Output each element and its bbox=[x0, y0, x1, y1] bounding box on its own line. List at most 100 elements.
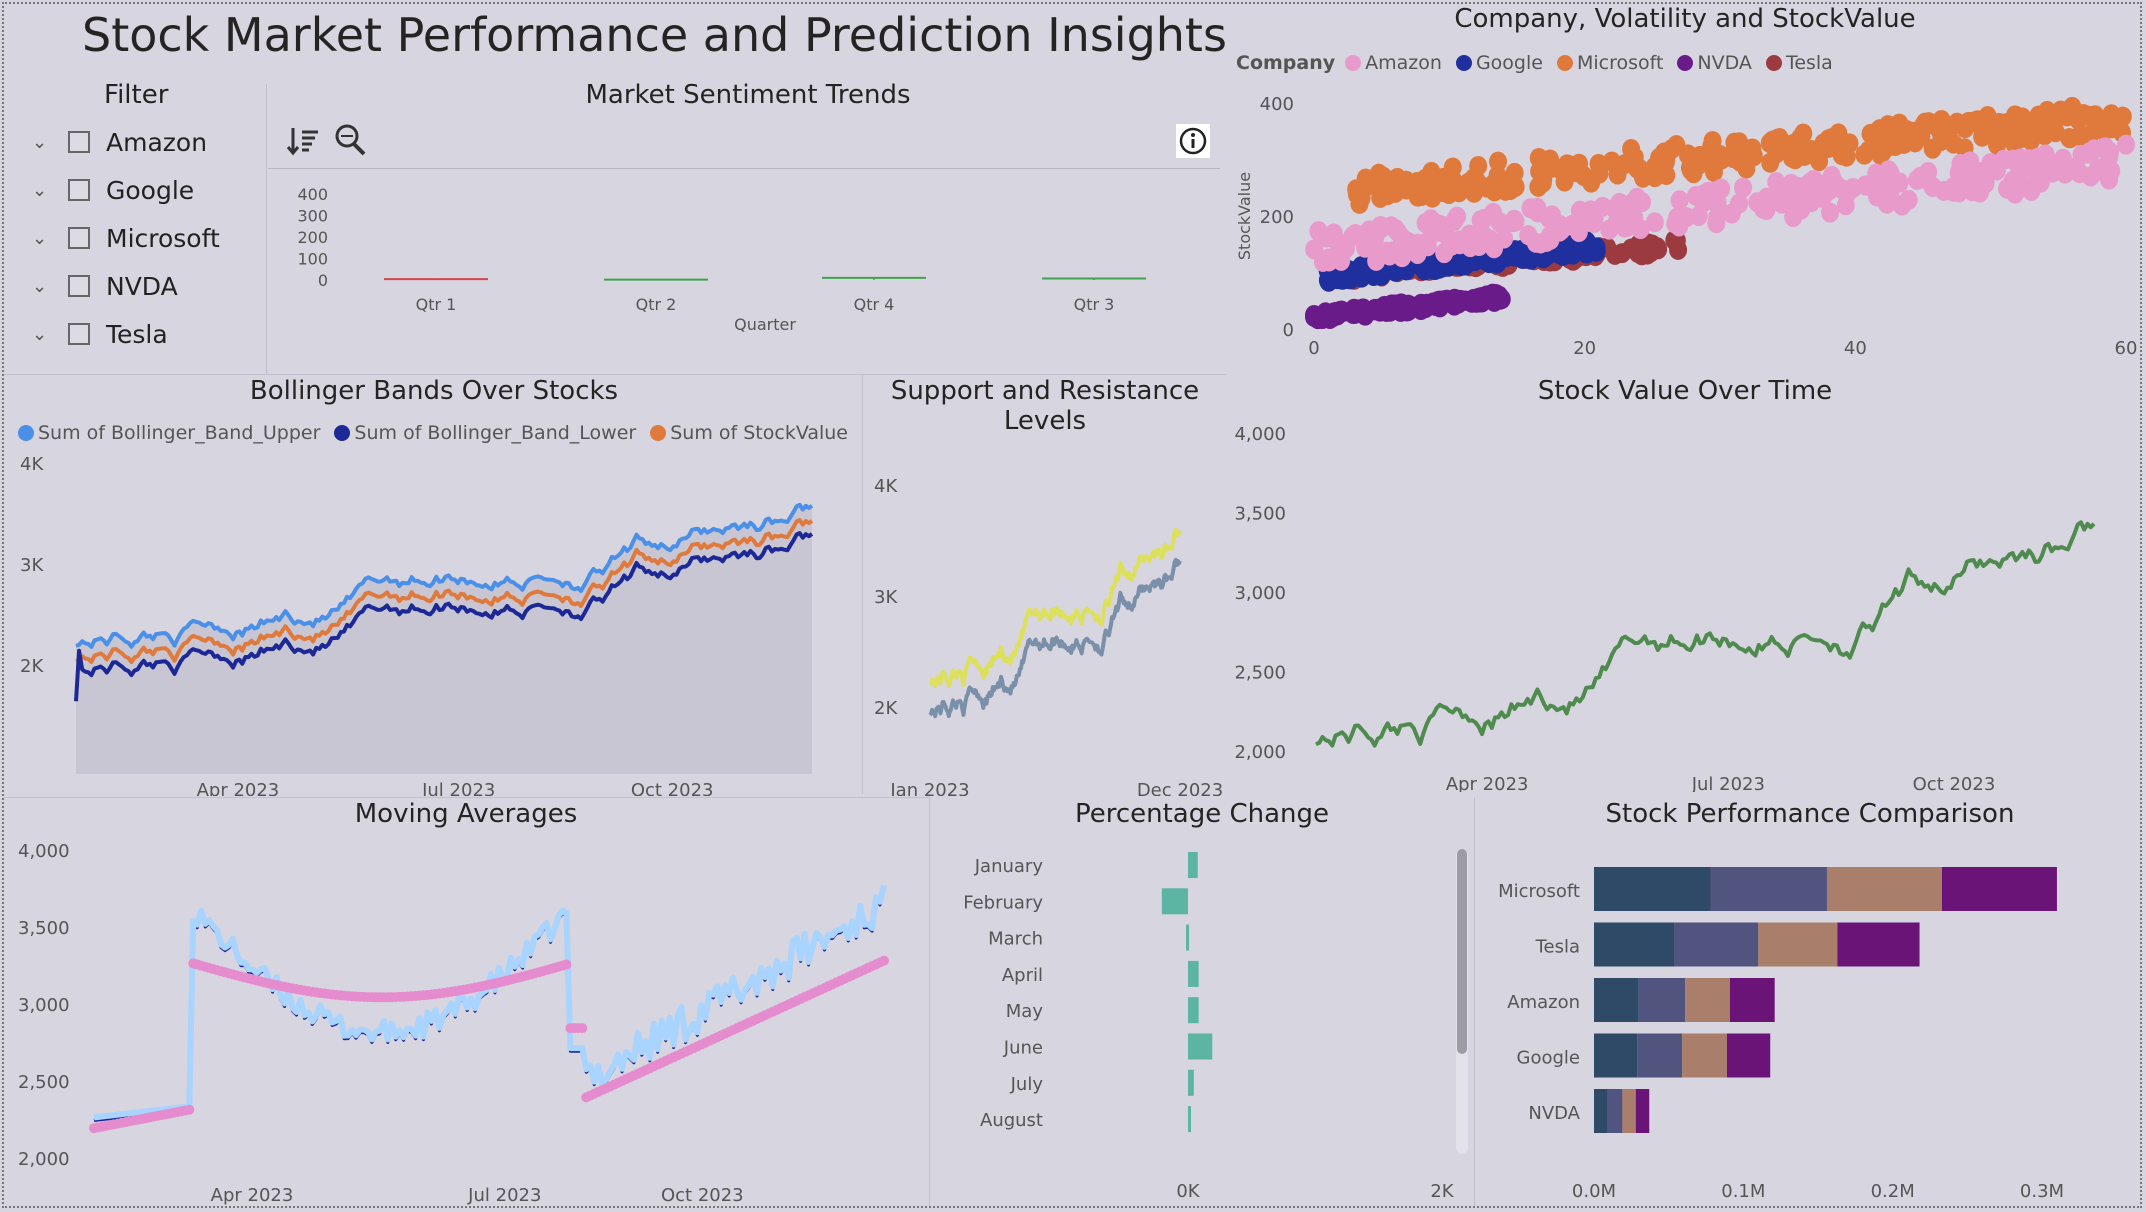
chevron-down-icon[interactable]: ⌄ bbox=[32, 131, 48, 153]
legend-item[interactable]: Sum of Bollinger_Band_Lower bbox=[334, 422, 636, 444]
scatter-point-microsoft bbox=[1742, 139, 1761, 160]
info-icon[interactable] bbox=[1176, 124, 1210, 158]
scatter-point-amazon bbox=[1911, 166, 1930, 187]
scatter-point-amazon bbox=[1782, 173, 1801, 194]
legend-item[interactable]: Microsoft bbox=[1556, 52, 1664, 74]
sort-descending-icon[interactable] bbox=[286, 124, 320, 162]
filter-item-microsoft[interactable]: ⌄ Microsoft bbox=[32, 218, 220, 258]
filter-item-nvda[interactable]: ⌄ NVDA bbox=[32, 266, 178, 306]
y-tick-label: 3,000 bbox=[1234, 583, 1286, 604]
checkbox[interactable] bbox=[68, 275, 90, 297]
scatter-point-amazon bbox=[1786, 190, 1805, 211]
checkbox[interactable] bbox=[68, 131, 90, 153]
pct-bar bbox=[1188, 1069, 1194, 1096]
legend-dot bbox=[1455, 55, 1472, 71]
scatter-point-google bbox=[1534, 248, 1553, 269]
zoom-icon[interactable] bbox=[332, 122, 368, 162]
scatter-point-microsoft bbox=[2021, 130, 2040, 151]
category-label: Amazon bbox=[1507, 992, 1580, 1013]
volatility-title: Company, Volatility and StockValue bbox=[1454, 4, 1916, 34]
x-tick-label: Oct 2023 bbox=[1913, 774, 1996, 792]
legend-item[interactable]: Sum of Bollinger_Band_Upper bbox=[18, 422, 320, 444]
comparison-bar-segment bbox=[1594, 922, 1675, 967]
legend-item[interactable]: Sum of StockValue bbox=[650, 422, 848, 444]
sentiment-title: Market Sentiment Trends bbox=[585, 80, 911, 110]
scatter-point-amazon bbox=[1899, 189, 1918, 210]
scatter-point-amazon bbox=[2081, 166, 2100, 187]
scatter-point-microsoft bbox=[1710, 144, 1729, 165]
y-tick-label: 3,500 bbox=[1234, 504, 1286, 525]
scatter-point-amazon bbox=[2036, 160, 2055, 181]
comparison-bar-segment bbox=[1594, 1089, 1608, 1133]
scatter-point-microsoft bbox=[1667, 135, 1686, 156]
y-tick-label: 4K bbox=[874, 476, 898, 497]
legend-item[interactable]: NVDA bbox=[1677, 52, 1752, 74]
scatter-point-amazon bbox=[1627, 187, 1646, 208]
scatter-point-google bbox=[1352, 267, 1371, 288]
scatter-point-microsoft bbox=[2074, 104, 2093, 125]
moving-avg-panel: Moving Averages 4,000 3,500 3,000 2,500 2,00… bbox=[4, 799, 928, 1206]
x-tick-label: Oct 2023 bbox=[631, 780, 714, 796]
checkbox[interactable] bbox=[68, 323, 90, 345]
legend-label: Sum of Bollinger_Band_Lower bbox=[354, 422, 637, 444]
scatter-point-amazon bbox=[1450, 230, 1469, 251]
scatter-point-amazon bbox=[1422, 223, 1441, 244]
comparison-bar-segment bbox=[1682, 1033, 1727, 1078]
checkbox[interactable] bbox=[68, 179, 90, 201]
scatter-point-microsoft bbox=[1689, 154, 1708, 175]
scatter-point-amazon bbox=[2095, 162, 2114, 183]
y-tick-label: 2,500 bbox=[1234, 663, 1286, 684]
legend-item[interactable]: Amazon bbox=[1345, 52, 1442, 74]
scatter-point-amazon bbox=[1332, 233, 1351, 254]
chevron-down-icon[interactable]: ⌄ bbox=[32, 323, 48, 345]
x-tick-label: 0K bbox=[1176, 1181, 1200, 1202]
chevron-down-icon[interactable]: ⌄ bbox=[32, 275, 48, 297]
filter-item-google[interactable]: ⌄ Google bbox=[32, 170, 194, 210]
scrollbar-thumb[interactable] bbox=[1457, 849, 1467, 1054]
filter-item-label: Google bbox=[106, 175, 195, 205]
checkbox[interactable] bbox=[68, 227, 90, 249]
y-tick-label: 3K bbox=[20, 555, 44, 576]
category-label: Google bbox=[1517, 1048, 1580, 1069]
category-label: Microsoft bbox=[1498, 881, 1580, 902]
support-panel: Support and Resistance Levels 4K 3K 2K Jan … bbox=[864, 376, 1226, 796]
x-tick-label: 0 bbox=[1308, 338, 1319, 359]
scatter-point-amazon bbox=[2003, 149, 2022, 170]
scatter-point-google bbox=[1336, 269, 1355, 290]
scatter-point-amazon bbox=[1506, 211, 1525, 232]
scrollbar[interactable] bbox=[1456, 849, 1468, 1154]
scatter-point-amazon bbox=[1631, 219, 1650, 240]
scatter-point-microsoft bbox=[2051, 100, 2070, 121]
scatter-point-nvda bbox=[1393, 298, 1412, 319]
scatter-point-amazon bbox=[1708, 191, 1727, 212]
legend-label: Microsoft bbox=[1576, 52, 1664, 74]
month-label: July bbox=[1010, 1074, 1044, 1095]
filter-item-amazon[interactable]: ⌄ Amazon bbox=[32, 122, 207, 162]
comparison-bar-segment bbox=[1674, 922, 1759, 967]
filter-item-tesla[interactable]: ⌄ Tesla bbox=[32, 314, 168, 354]
scatter-point-microsoft bbox=[1906, 132, 1925, 153]
scatter-point-nvda bbox=[1377, 301, 1396, 322]
scatter-point-microsoft bbox=[1826, 129, 1845, 150]
chevron-down-icon[interactable]: ⌄ bbox=[32, 179, 48, 201]
comparison-bar-segment bbox=[1685, 978, 1730, 1022]
legend-item[interactable]: Tesla bbox=[1765, 52, 1833, 74]
comparison-bar-segment bbox=[1594, 1033, 1638, 1078]
scatter-point-amazon bbox=[1730, 193, 1749, 214]
comparison-bar-segment bbox=[1638, 978, 1686, 1022]
scatter-point-amazon bbox=[1670, 190, 1689, 211]
scatter-point-amazon bbox=[1552, 219, 1571, 240]
sentiment-chart: 400 300 200 100 0 Qtr 1 Qtr 2 Qtr 4 Qtr 3 Quarter bbox=[297, 185, 1146, 334]
x-tick-label: Jul 2023 bbox=[1691, 774, 1765, 792]
comparison-bar-segment bbox=[1637, 1033, 1683, 1078]
x-tick-label: Qtr 3 bbox=[1074, 295, 1115, 314]
scatter-point-amazon bbox=[1866, 181, 1885, 202]
scatter-point-amazon bbox=[1825, 173, 1844, 194]
chevron-down-icon[interactable]: ⌄ bbox=[32, 227, 48, 249]
category-label: NVDA bbox=[1528, 1103, 1580, 1124]
legend-label: Amazon bbox=[1365, 52, 1442, 74]
legend-item[interactable]: Google bbox=[1455, 52, 1543, 74]
scatter-point-amazon bbox=[1445, 211, 1464, 232]
scatter-point-amazon bbox=[1484, 202, 1503, 223]
